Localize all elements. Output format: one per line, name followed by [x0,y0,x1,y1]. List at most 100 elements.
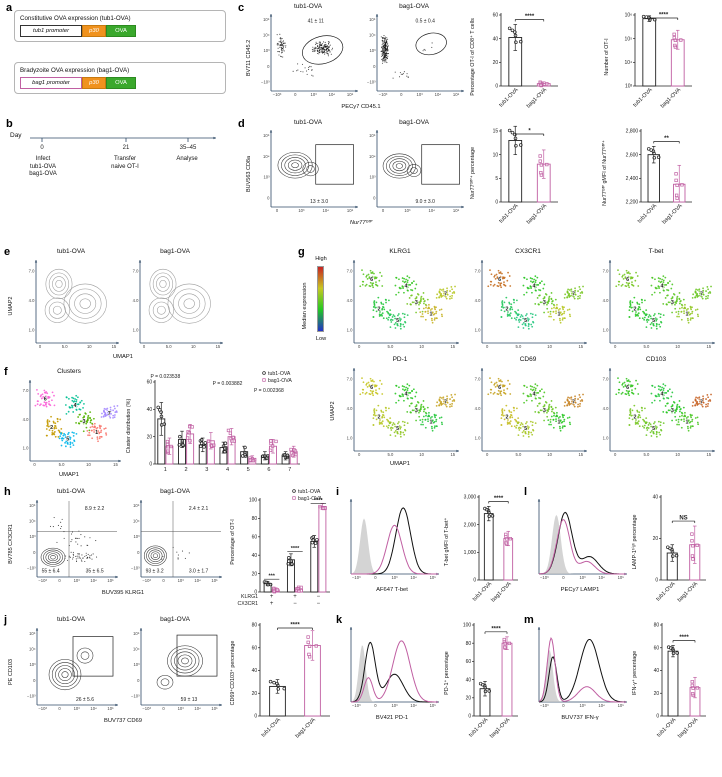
d-bar-nur77-gmfi: 2,200 2,400 2,600 2,800 tub1-OVA bag1-OVA ** [626,129,692,226]
y-tick: 1.0 [133,327,139,332]
x-tick: −10³ [352,575,361,580]
y-tick: 10⁵ [263,17,270,22]
y-tick: 0 [267,64,270,69]
hist-curve-tub1 [539,511,626,575]
x-tick: 15 [216,344,221,349]
data-point-circle [178,434,182,439]
y-tick: 80 [252,516,258,522]
data-point-circle [199,438,204,442]
x-tick: 10⁵ [453,208,460,213]
y-tick: 20 [466,696,472,702]
cluster-number: 2 [633,306,636,312]
data-point-circle [510,130,515,135]
data-point-circle [519,39,523,44]
data-point-square [166,449,170,453]
x-tick: 10³ [579,575,586,580]
data-point-square [538,159,542,163]
y-tick: 7.0 [603,268,609,273]
day-tick: 35–45 [180,145,197,151]
x-tick: 10⁴ [410,575,417,580]
y-tick: 20 [493,60,499,66]
xmatrix-sign: + [293,594,297,600]
x-tick: 10 [675,344,680,349]
data-point-square [503,641,507,646]
panel-d-label: d [238,118,245,130]
y-tick: 10³ [263,175,270,180]
data-point-circle [275,681,279,686]
cluster-number: 1 [557,419,560,425]
data-point-circle [669,646,673,650]
xmatrix-row-label: KLRG1 [241,594,258,600]
hist-curve-bag1 [539,519,626,575]
p-value: P = 0.023538 [150,374,180,380]
y-tick: 1.0 [347,435,353,440]
gate-value: 0.5 ± 0.4 [415,19,435,25]
y-tick: 10⁵ [369,133,376,138]
data-point-circle [156,405,160,410]
data-point-square [539,163,544,167]
panel-j-label: j [4,614,8,626]
hist-curve-grey [539,650,626,702]
y-tick: 1.0 [475,435,481,440]
x-tick: 5.0 [643,344,649,349]
y-tick: 10³ [625,84,633,90]
y-tick: 4.0 [347,298,353,303]
g-scale-label: Median expression [302,282,308,330]
category-label: bag1-OVA [294,717,317,740]
y-tick: 0 [655,578,658,584]
y-tick: 1.0 [29,327,35,332]
f-bar-ylabel: Cluster distribution (%) [126,398,132,454]
x-tick: 0 [486,344,489,349]
y-tick: 20 [252,691,258,697]
data-point-square [690,539,694,543]
x-tick: 10 [547,452,552,457]
m-histogram-ifng: −10³ 0 10³ 10⁴ 10⁵ [537,627,627,708]
y-tick: 10⁴ [369,33,376,38]
data-point-circle [199,444,203,449]
data-point-square [508,537,512,541]
x-tick: 10⁴ [90,706,97,711]
y-tick: 10⁴ [29,647,36,652]
y-tick: 4.0 [29,298,35,303]
tub1-promoter-box: tub1 promoter [20,25,82,37]
data-point-circle [202,445,206,449]
j-flow-xlabel: BUV737 CD69 [103,718,143,724]
y-tick: 0 [495,84,498,90]
category-label: bag1-OVA [660,87,683,110]
x-tick: 5.0 [515,344,521,349]
d-flow-plot-tub1: 10⁵ 10⁴ 10³ 0 0 10³ 10⁴ 10⁵ 13 ± 3.0 [263,130,358,213]
y-tick: 0 [267,195,270,200]
e-ylabel: UMAP2 [8,296,14,316]
data-point-square [306,640,310,645]
data-point-square [188,424,192,429]
timeline-event-1: Transfer naive OT-I [111,156,139,170]
y-tick: 0 [473,578,476,584]
cluster-number: 2 [377,306,380,312]
quad-value-tr: 2.4 ± 2.1 [189,506,209,512]
xmatrix-sign: + [270,594,274,600]
category-label: 3 [205,467,208,473]
y-tick: 40 [252,553,258,559]
panel-a-label: a [6,2,13,14]
l-bar-lamp1-percentage: 0 20 40 tub1-OVA bag1-OVA NS [653,495,706,604]
x-tick: 0 [374,575,377,580]
c-bar-number-oti: 10³ 10⁴ 10⁵ 10⁶ tub1-OVA bag1-OVA **** [624,13,692,110]
x-tick: 10⁴ [598,575,605,580]
g-title-klrg1: KLRG1 [389,248,411,255]
y-tick: 10³ [29,662,36,667]
y-tick: 60 [493,13,499,19]
significance: **** [494,496,504,502]
y-tick: 40 [493,36,499,42]
data-point-circle [641,14,646,19]
data-point-square [691,686,695,690]
g-umap-pd1: 7.0 4.0 1.0 0 5.0 10 15 1 2 3 4 5 6 7 [347,368,459,457]
data-point-circle [264,456,269,460]
x-tick: 0 [294,92,297,97]
x-tick: 10⁴ [194,578,201,583]
h-bar-ylabel: Percentage of OT-I [230,519,236,565]
hist-curve-bag1 [351,524,438,575]
data-point-square [293,449,298,453]
data-point-square [672,32,676,37]
f-umap-title: Clusters [57,368,81,375]
cluster-number: 3 [543,300,546,306]
